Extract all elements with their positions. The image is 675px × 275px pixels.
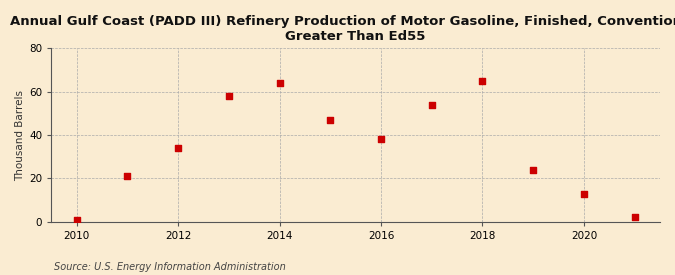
Point [477, 79, 488, 83]
Point [427, 103, 437, 107]
Point [375, 137, 386, 142]
Point [173, 146, 184, 150]
Text: Source: U.S. Energy Information Administration: Source: U.S. Energy Information Administ… [54, 262, 286, 272]
Point [122, 174, 133, 178]
Point [578, 191, 589, 196]
Point [629, 215, 640, 219]
Point [325, 118, 335, 122]
Y-axis label: Thousand Barrels: Thousand Barrels [15, 90, 25, 180]
Point [528, 167, 539, 172]
Point [223, 94, 234, 98]
Title: Annual Gulf Coast (PADD III) Refinery Production of Motor Gasoline, Finished, Co: Annual Gulf Coast (PADD III) Refinery Pr… [10, 15, 675, 43]
Point [72, 217, 82, 222]
Point [274, 81, 285, 85]
